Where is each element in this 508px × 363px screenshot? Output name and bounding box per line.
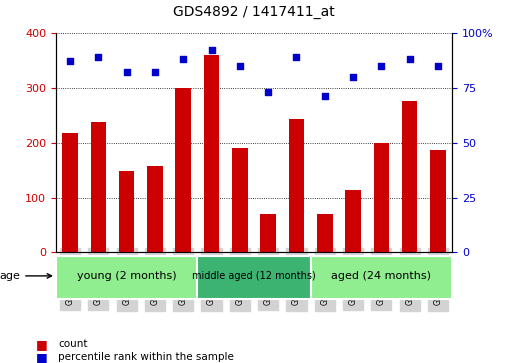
Text: ■: ■ xyxy=(36,351,47,363)
Bar xyxy=(204,55,219,252)
Bar xyxy=(402,101,418,252)
Text: count: count xyxy=(58,339,88,349)
Point xyxy=(122,69,131,75)
Bar xyxy=(373,143,389,252)
Point xyxy=(236,63,244,69)
Bar xyxy=(62,132,78,252)
Point xyxy=(321,94,329,99)
Text: middle aged (12 months): middle aged (12 months) xyxy=(192,271,316,281)
Point xyxy=(293,54,301,60)
Point xyxy=(349,74,357,79)
Bar xyxy=(345,190,361,252)
Text: age: age xyxy=(0,271,51,281)
Point xyxy=(179,56,187,62)
Point xyxy=(434,63,442,69)
Point xyxy=(264,89,272,95)
Bar xyxy=(232,148,247,252)
Point xyxy=(207,47,215,53)
FancyBboxPatch shape xyxy=(56,256,198,299)
Point xyxy=(94,54,103,60)
Point xyxy=(405,56,414,62)
Point xyxy=(377,63,386,69)
Bar xyxy=(175,87,191,252)
Text: GDS4892 / 1417411_at: GDS4892 / 1417411_at xyxy=(173,5,335,20)
Text: percentile rank within the sample: percentile rank within the sample xyxy=(58,352,234,362)
Text: young (2 months): young (2 months) xyxy=(77,271,176,281)
Bar xyxy=(119,171,135,252)
FancyBboxPatch shape xyxy=(198,256,310,299)
Bar xyxy=(147,166,163,252)
Point xyxy=(66,58,74,64)
Bar xyxy=(90,122,106,252)
Bar xyxy=(261,214,276,252)
Bar xyxy=(430,150,446,252)
Bar xyxy=(317,214,333,252)
FancyBboxPatch shape xyxy=(310,256,452,299)
Point xyxy=(151,69,159,75)
Text: ■: ■ xyxy=(36,338,47,351)
Text: aged (24 months): aged (24 months) xyxy=(331,271,431,281)
Bar xyxy=(289,119,304,252)
